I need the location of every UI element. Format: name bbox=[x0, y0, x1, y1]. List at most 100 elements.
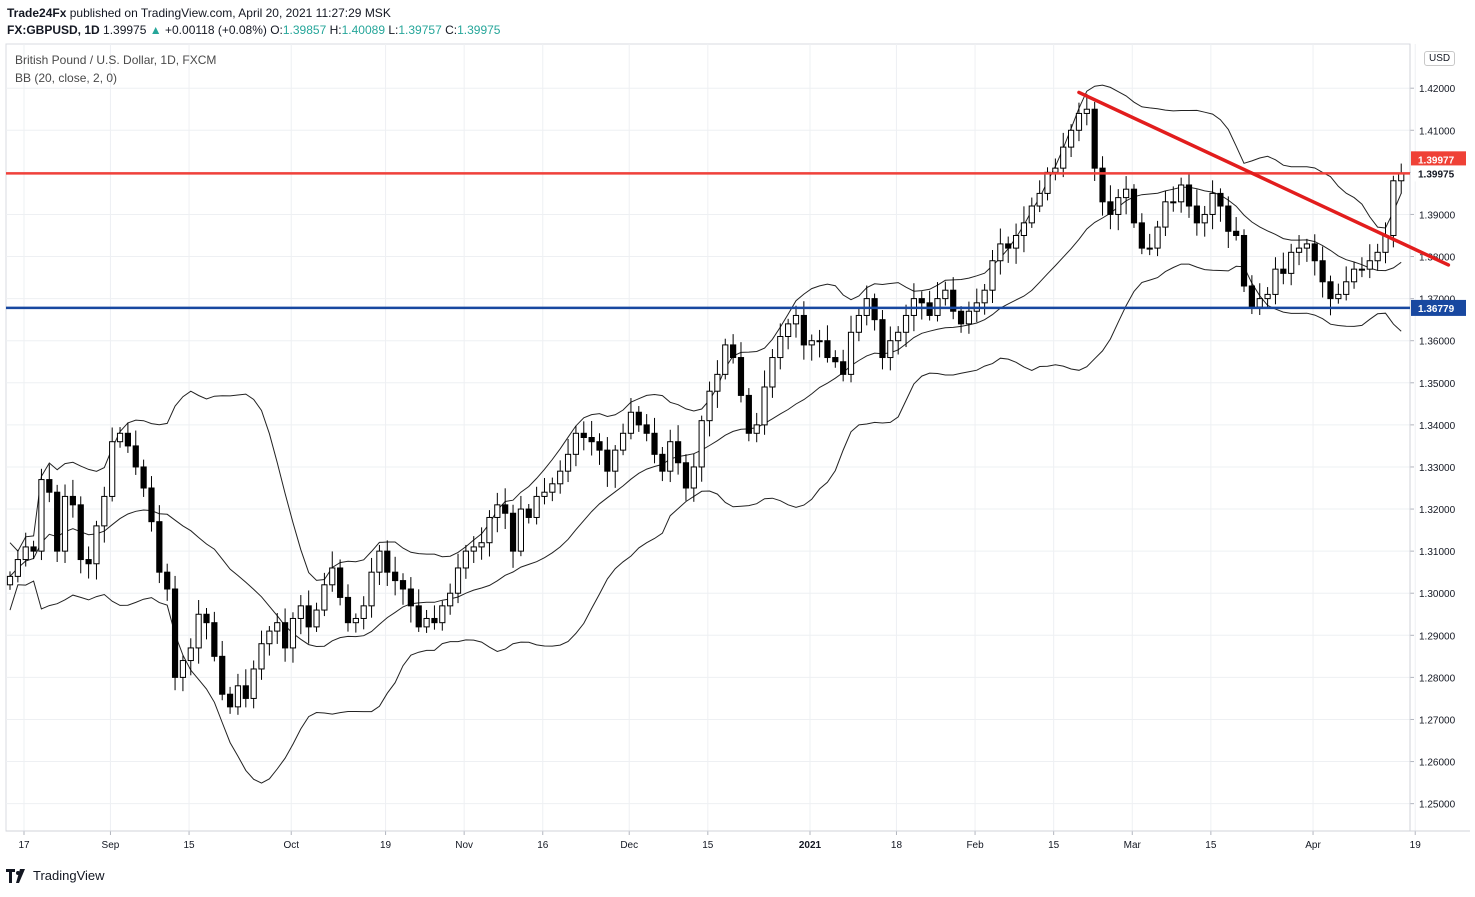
candle-bear bbox=[745, 394, 752, 434]
candle-bull bbox=[706, 390, 713, 422]
y-tick-label: 1.29000 bbox=[1419, 631, 1456, 642]
publisher-name[interactable]: Trade24Fx bbox=[7, 6, 67, 20]
y-tick-label: 1.31000 bbox=[1419, 547, 1456, 558]
candle-bull bbox=[234, 685, 242, 708]
candle-bull bbox=[93, 525, 100, 565]
candle-bull bbox=[1256, 298, 1263, 308]
candle-bull bbox=[1272, 268, 1279, 295]
low-label: L: bbox=[388, 23, 399, 37]
candle-bull bbox=[714, 373, 721, 392]
candle-bull bbox=[454, 567, 462, 594]
candle-bear bbox=[415, 605, 422, 628]
candle-bull bbox=[769, 357, 776, 388]
candle-bull bbox=[447, 592, 454, 607]
candle-bear bbox=[509, 512, 517, 552]
candle-bull bbox=[1209, 192, 1216, 215]
bb-lower-band bbox=[9, 263, 1402, 784]
candle-bear bbox=[635, 411, 642, 426]
candle-bull bbox=[38, 479, 45, 552]
candle-bear bbox=[337, 567, 344, 598]
candle-bear bbox=[675, 441, 682, 464]
bb-upper-band bbox=[9, 84, 1402, 581]
candle-bull bbox=[195, 613, 202, 649]
candle-bull bbox=[541, 491, 548, 497]
x-tick-label: 16 bbox=[537, 840, 549, 851]
candle-bear bbox=[392, 571, 399, 582]
y-tick-label: 1.35000 bbox=[1419, 379, 1456, 390]
x-tick-label: 19 bbox=[1410, 840, 1422, 851]
candle-bull bbox=[1028, 205, 1035, 224]
footer-brand[interactable]: TradingView bbox=[6, 868, 105, 883]
candle-bull bbox=[376, 550, 383, 573]
y-tick-label: 1.28000 bbox=[1419, 673, 1456, 684]
candle-bull bbox=[258, 643, 265, 670]
footer-brand-label: TradingView bbox=[33, 868, 105, 883]
descending-trendline bbox=[1077, 90, 1451, 267]
candle-bull bbox=[1295, 247, 1303, 253]
candle-bull bbox=[895, 331, 902, 342]
candle-bear bbox=[148, 487, 155, 523]
candle-bull bbox=[470, 546, 477, 552]
change-icon: ▲ bbox=[149, 23, 162, 37]
candle-bear bbox=[282, 622, 289, 649]
y-tick-label: 1.33000 bbox=[1419, 463, 1456, 474]
x-tick-label: Sep bbox=[102, 840, 120, 851]
candle-bull bbox=[549, 483, 556, 493]
candle-bear bbox=[604, 449, 611, 472]
symbol-ohlc-line: FX:GBPUSD, 1D 1.39975 ▲ +0.00118 (+0.08%… bbox=[7, 23, 500, 37]
candle-bear bbox=[1005, 243, 1012, 249]
candle-bull bbox=[989, 260, 996, 291]
candle-bull bbox=[289, 617, 297, 649]
candle-bear bbox=[85, 559, 92, 565]
candle-bull bbox=[792, 314, 800, 325]
candle-bull bbox=[109, 441, 116, 497]
candle-bull bbox=[321, 584, 328, 611]
candle-bull bbox=[274, 622, 281, 632]
close-value: 1.39975 bbox=[457, 23, 501, 37]
candle-bear bbox=[171, 588, 179, 678]
low-value: 1.39757 bbox=[398, 23, 442, 37]
indicator-legend[interactable]: BB (20, close, 2, 0) bbox=[15, 71, 118, 85]
candle-bear bbox=[596, 441, 603, 451]
candle-bull bbox=[808, 340, 815, 346]
candle-bear bbox=[643, 424, 650, 434]
open-value: 1.39857 bbox=[282, 23, 327, 37]
candle-bear bbox=[1280, 268, 1287, 274]
candle-bull bbox=[6, 575, 14, 586]
candle-bear bbox=[156, 521, 163, 573]
candle-bull bbox=[61, 495, 69, 552]
candle-bull bbox=[360, 605, 367, 619]
price-tag-label: 1.39975 bbox=[1418, 169, 1455, 180]
candle-bear bbox=[219, 655, 226, 695]
price-tag-red bbox=[1411, 151, 1466, 168]
candle-bull bbox=[1012, 234, 1020, 249]
candle-bull bbox=[942, 289, 949, 300]
candle-bull bbox=[1350, 268, 1358, 283]
x-tick-label: Feb bbox=[966, 840, 984, 851]
candle-bull bbox=[1075, 112, 1083, 131]
candle-bull bbox=[722, 344, 729, 375]
candle-bull bbox=[313, 609, 320, 628]
candle-bull bbox=[612, 449, 619, 472]
candle-bull bbox=[557, 470, 564, 485]
candle-bear bbox=[384, 550, 391, 573]
y-tick-label: 1.36000 bbox=[1419, 337, 1456, 348]
price-tag-plain bbox=[1411, 165, 1466, 182]
candle-bear bbox=[730, 344, 737, 359]
candle-bull bbox=[981, 289, 988, 304]
currency-badge[interactable]: USD bbox=[1424, 51, 1456, 66]
x-tick-label: 2021 bbox=[799, 840, 822, 851]
series-legend[interactable]: British Pound / U.S. Dollar, 1D, FXCM bbox=[15, 53, 217, 67]
price-tag-label: 1.39977 bbox=[1418, 155, 1455, 166]
candle-bull bbox=[572, 432, 580, 455]
candle-bull bbox=[266, 630, 273, 645]
candle-bull bbox=[1146, 247, 1153, 250]
candle-bear bbox=[659, 453, 666, 472]
candle-bull bbox=[816, 340, 823, 343]
candle-bull bbox=[439, 605, 446, 624]
candle-bull bbox=[1036, 192, 1043, 207]
candle-bear bbox=[950, 289, 957, 312]
candle-bear bbox=[1099, 167, 1106, 203]
candle-bear bbox=[1248, 285, 1255, 308]
